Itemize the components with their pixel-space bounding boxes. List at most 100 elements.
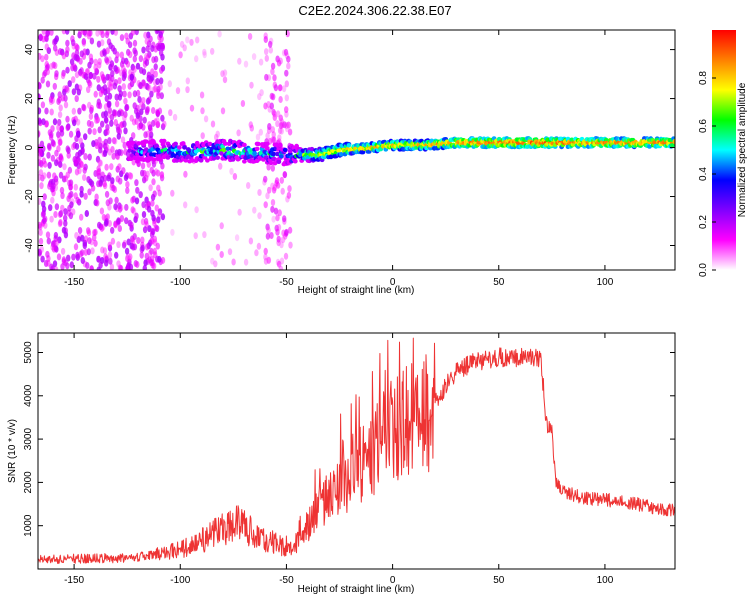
colorbar-ticks: 0.0 0.2 0.4 0.6 0.8 [698, 71, 716, 277]
speckle-dot [141, 103, 146, 111]
speckle-dot [71, 107, 77, 115]
colorbar-tick-label: 0.6 [698, 119, 709, 133]
speckle-dot [132, 39, 138, 47]
speckle-dot [65, 30, 70, 35]
speckle-dot [160, 123, 166, 131]
speckle-dot [103, 103, 109, 111]
speckle-dot [60, 72, 66, 80]
speckle-dot [95, 116, 100, 124]
speckle-dot [87, 153, 92, 161]
speckle-dot [271, 131, 276, 139]
spectrogram-y-ticks: -40 -20 0 20 40 [24, 44, 675, 253]
speckle-dot [76, 88, 82, 96]
speckle-dot [100, 31, 105, 39]
speckle-dot [146, 40, 152, 48]
y-tick-label: 1000 [23, 514, 34, 537]
speckle-dot [144, 52, 149, 60]
speckle-dot [39, 245, 44, 253]
speckle-dot [287, 226, 293, 234]
speckle-dot [70, 64, 75, 72]
snr-x-ticks: -150 -100 -50 0 50 100 [64, 333, 614, 586]
speckle-dot [78, 160, 84, 168]
speckle-dot [263, 253, 268, 261]
speckle-dot [103, 142, 108, 150]
speckle-dot [236, 129, 241, 137]
speckle-dot [83, 133, 88, 141]
speckle-dot [90, 184, 96, 192]
speckle-dot [215, 130, 220, 138]
speckle-dot [65, 115, 70, 123]
y-tick-label: -40 [24, 238, 35, 253]
speckle-dot [41, 200, 46, 208]
speckle-dot [93, 228, 98, 236]
speckle-dot [273, 84, 279, 92]
speckle-dot [50, 154, 56, 162]
speckle-dot [143, 259, 148, 267]
ridge-point [287, 148, 293, 154]
speckle-dot [121, 74, 127, 82]
speckle-dot [52, 172, 57, 180]
speckle-dot [140, 244, 145, 252]
speckle-dot [67, 179, 72, 187]
speckle-dot [284, 94, 289, 102]
speckle-dot [111, 137, 117, 145]
speckle-dot [79, 190, 84, 198]
ridge-point [271, 151, 277, 157]
speckle-dot [89, 265, 94, 270]
speckle-dot [172, 113, 178, 121]
speckle-dot [185, 36, 190, 44]
speckle-dot [40, 255, 45, 263]
speckle-dot [153, 63, 158, 71]
speckle-dot [74, 71, 80, 79]
speckle-dot [143, 31, 148, 39]
speckle-dot [82, 242, 88, 250]
speckle-dot [44, 107, 49, 115]
speckle-dot [87, 188, 92, 196]
speckle-dot [274, 179, 279, 187]
speckle-dot [56, 98, 61, 105]
speckle-dot [251, 53, 257, 61]
speckle-dot [134, 30, 139, 36]
speckle-dot [47, 182, 52, 190]
speckle-dot [284, 228, 289, 236]
speckle-dot [74, 232, 79, 239]
speckle-dot [269, 232, 274, 239]
speckle-dot [117, 163, 122, 171]
speckle-dot [267, 123, 272, 130]
speckle-dot [65, 66, 70, 74]
speckle-dot [114, 93, 119, 101]
speckle-dot [115, 175, 121, 183]
speckle-dot [63, 219, 68, 227]
speckle-dot [58, 48, 63, 55]
speckle-dot [97, 102, 103, 110]
speckle-dot [45, 80, 51, 88]
speckle-dot [135, 261, 140, 268]
speckle-dot [268, 46, 273, 54]
speckle-dot [121, 167, 126, 175]
speckle-dot [287, 128, 293, 136]
speckle-dot [284, 80, 289, 88]
speckle-dot [288, 241, 293, 249]
speckle-dot [280, 187, 285, 195]
speckle-dot [98, 261, 103, 269]
ridge-point [256, 141, 261, 147]
speckle-dot [263, 257, 269, 265]
speckle-dot [287, 185, 292, 193]
speckle-dot [123, 127, 128, 135]
speckle-dot [152, 251, 158, 259]
speckle-dot [104, 259, 109, 267]
speckle-dot [41, 157, 47, 165]
speckle-dot [151, 178, 156, 186]
speckle-dot [149, 166, 154, 174]
speckle-dot [129, 114, 134, 122]
speckle-dot [97, 61, 102, 69]
speckle-dot [127, 171, 132, 179]
speckle-dot [77, 227, 83, 234]
speckle-dot [102, 48, 107, 56]
ridge-point [136, 141, 142, 146]
speckle-dot [150, 237, 155, 245]
speckle-dot [280, 236, 286, 244]
speckle-dot [49, 62, 54, 70]
speckle-dot [84, 210, 90, 217]
speckle-dot [78, 250, 84, 258]
